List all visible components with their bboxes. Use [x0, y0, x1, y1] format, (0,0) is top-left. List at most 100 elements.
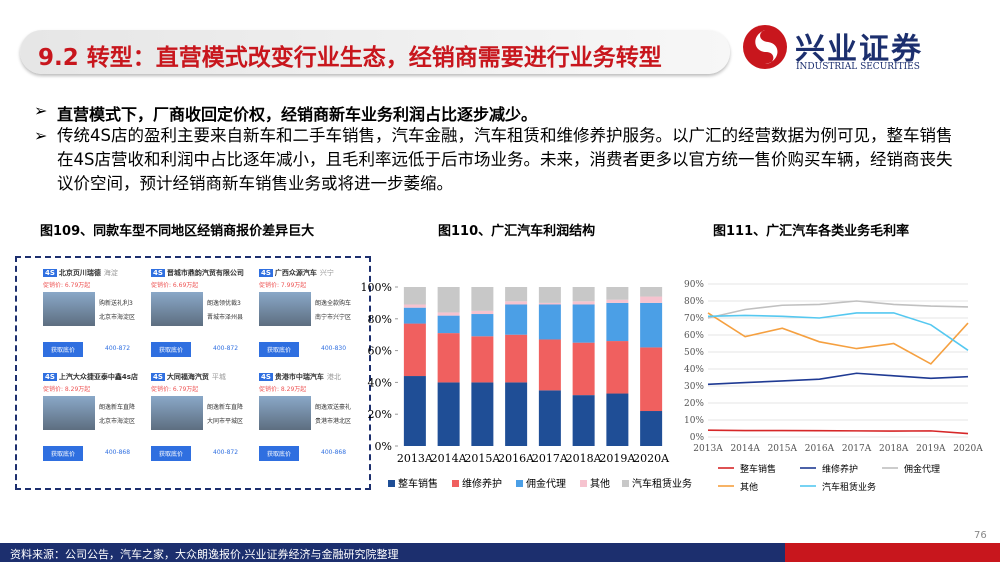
x-tick-label: 2014A — [730, 444, 760, 454]
figure-caption: 图109、同款车型不同地区经销商报价差异巨大 — [40, 224, 315, 239]
badge: 4S — [259, 373, 273, 381]
photo — [259, 292, 311, 326]
photo — [259, 396, 311, 430]
bar-segment — [640, 287, 663, 297]
line-series — [707, 312, 969, 351]
bar-segment — [403, 307, 426, 324]
dealer-name: 广西众源汽车 — [274, 269, 317, 277]
listing-name: 4S 上汽大众捷亚泰中鑫4s店 — [43, 372, 151, 382]
photo — [43, 396, 95, 430]
line-series — [707, 300, 969, 319]
dealer-name: 大同福海汽贸 — [166, 373, 209, 381]
price: 促销价: 7.99万起 — [259, 282, 307, 289]
legend-label: 其他 — [590, 477, 610, 490]
bar-segment — [538, 287, 561, 303]
footer-accent — [785, 543, 1000, 562]
x-tick-label: 2019A — [916, 444, 946, 454]
y-tick-label: 20% — [368, 408, 392, 421]
slide-title: 9.2 转型：直营模式改变行业生态，经销商需要进行业务转型 — [38, 45, 662, 71]
bar-segment — [471, 336, 494, 383]
listing-card: 4S 上汽大众捷亚泰中鑫4s店 促销价: 8.29万起 朗逸新车直降 北京市海淀区 获取底… — [43, 372, 151, 470]
listing-card: 4S 大同福海汽贸 平城 促销价: 6.79万起 朗逸新车直降 大同市平城区 获取底价 400… — [151, 372, 259, 470]
y-tick-label: 30% — [684, 382, 704, 392]
x-tick-label: 2013A — [397, 452, 434, 465]
bullet-marker: ➢ — [34, 126, 48, 145]
bar-segment — [572, 301, 595, 305]
bar-segment — [606, 302, 629, 342]
bar-segment — [505, 301, 528, 305]
page-number: 76 — [974, 530, 987, 541]
legend-label: 维修养护 — [822, 463, 858, 475]
promo: 朗逸双送豪礼 — [315, 404, 352, 411]
x-tick-label: 2020A — [633, 452, 670, 465]
y-tick-label: 0% — [375, 440, 392, 453]
x-tick-label: 2016A — [805, 444, 835, 454]
figure-caption: 图111、广汇汽车各类业务毛利率 — [713, 224, 910, 239]
phone: 400-868 — [105, 449, 131, 456]
price-button[interactable]: 获取底价 — [43, 342, 84, 357]
listing-card: 4S 广西众源汽车 兴宁 促销价: 7.99万起 朗逸全款购车 南宁市兴宁区 获取底价 400… — [259, 268, 367, 366]
line-series — [707, 429, 969, 435]
price: 促销价: 8.29万起 — [43, 386, 91, 393]
y-tick-label: 100% — [361, 281, 392, 294]
figure-caption: 图110、广汇汽车利润结构 — [438, 224, 596, 239]
bar-segment — [471, 287, 494, 311]
y-tick-label: 80% — [684, 297, 704, 307]
legend-label: 汽车租赁业务 — [632, 477, 692, 490]
legend-label: 其他 — [740, 481, 758, 493]
listing-card: 4S 贵港市中瑞汽车 港北 促销价: 8.29万起 朗逸双送豪礼 贵港市港北区 获取底价 40… — [259, 372, 367, 470]
phone: 400-872 — [213, 449, 239, 456]
bar-segment — [572, 287, 595, 302]
dealer-name: 北京页川瑞德 — [58, 269, 101, 277]
bar-segment — [572, 304, 595, 343]
price-button[interactable]: 获取底价 — [151, 342, 192, 357]
photo — [151, 396, 203, 430]
address: 南宁市兴宁区 — [315, 314, 352, 321]
y-tick-label: 20% — [684, 399, 704, 409]
phone: 400-868 — [321, 449, 347, 456]
phone: 400-830 — [321, 345, 347, 352]
price: 促销价: 6.79万起 — [151, 386, 199, 393]
y-tick-label: 40% — [368, 376, 392, 389]
address: 大同市平城区 — [207, 418, 244, 425]
x-tick-label: 2020A — [953, 444, 983, 454]
y-tick-label: 0% — [690, 433, 705, 443]
listing-name: 4S 北京页川瑞德 海淀 — [43, 268, 151, 278]
promo: 朗逸全款购车 — [315, 300, 352, 307]
logo-subtext: INDUSTRIAL SECURITIES — [796, 62, 920, 72]
price-button[interactable]: 获取底价 — [151, 446, 192, 461]
title-banner — [20, 30, 730, 74]
legend-label: 整车销售 — [740, 463, 776, 475]
legend-label: 整车销售 — [398, 477, 438, 490]
bar-segment — [538, 302, 561, 305]
legend-swatch — [388, 480, 395, 487]
x-tick-label: 2019A — [599, 452, 636, 465]
y-tick-label: 50% — [684, 348, 704, 358]
bar-segment — [538, 304, 561, 340]
price-button[interactable]: 获取底价 — [43, 446, 84, 461]
bar-segment — [505, 304, 528, 335]
price-button[interactable]: 获取底价 — [259, 342, 300, 357]
area: 平城 — [211, 373, 226, 381]
dealer-name: 上汽大众捷亚泰中鑫4s店 — [58, 373, 138, 381]
bar-segment — [437, 315, 460, 334]
logo-mark — [743, 25, 787, 69]
promo: 朗逸新车直降 — [207, 404, 244, 411]
logo-text: 兴业证券 — [795, 32, 923, 67]
price-button[interactable]: 获取底价 — [259, 446, 300, 461]
bar-segment — [505, 334, 528, 383]
badge: 4S — [43, 269, 57, 277]
address: 贵港市港北区 — [315, 418, 352, 425]
legend-label: 佣金代理 — [526, 477, 566, 490]
promo: 购新送礼利3 — [99, 300, 133, 307]
bar-segment — [505, 287, 528, 302]
bar-segment — [471, 314, 494, 337]
phone: 400-872 — [213, 345, 239, 352]
line-series — [707, 312, 969, 365]
photo — [151, 292, 203, 326]
x-tick-label: 2013A — [693, 444, 723, 454]
area: 兴宁 — [319, 269, 334, 277]
address: 晋城市泽州县 — [207, 314, 244, 321]
